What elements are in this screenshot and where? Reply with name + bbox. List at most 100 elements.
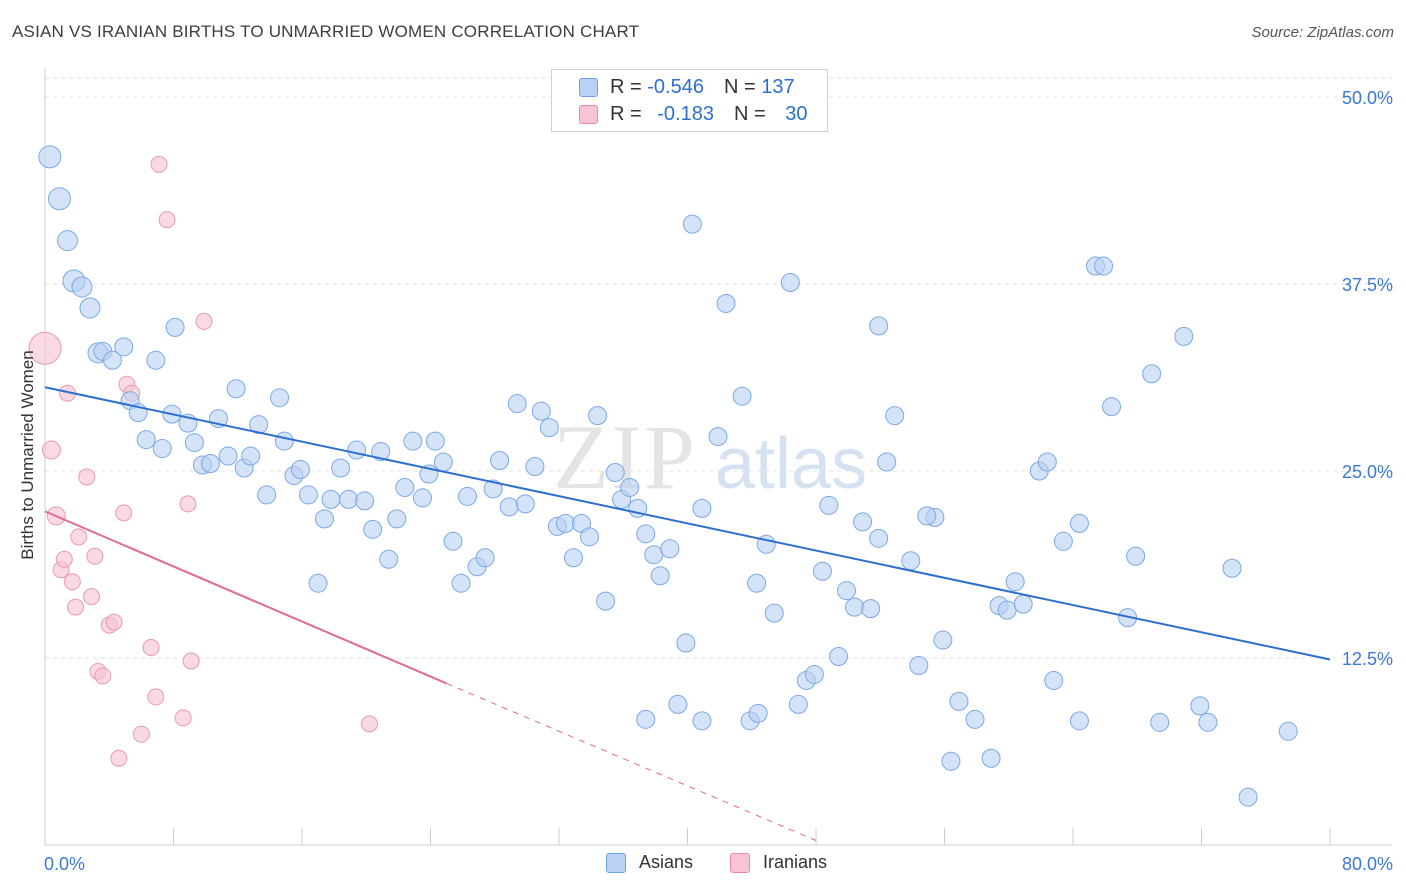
asians-point	[965, 709, 985, 729]
chart-title: ASIAN VS IRANIAN BIRTHS TO UNMARRIED WOM…	[12, 22, 640, 41]
legend-swatch-asians	[606, 852, 626, 873]
iranians-point	[147, 688, 165, 706]
tick-labels: 12.5% 25.0% 37.5% 50.0% 0.0% 80.0%	[44, 88, 1393, 874]
asians-point	[708, 427, 728, 447]
asians-point	[274, 431, 294, 451]
asians-point	[347, 440, 367, 460]
series-legend: Asians Iranians	[0, 852, 1406, 876]
asians-point	[114, 337, 134, 357]
asians-point	[241, 446, 261, 466]
asians-point	[909, 655, 929, 675]
asians-point	[483, 479, 503, 499]
asians-point	[901, 551, 921, 571]
asians-point	[853, 512, 873, 532]
legend-r-value: -0.546	[647, 75, 704, 98]
asians-point	[371, 442, 391, 462]
asians-point	[1198, 712, 1218, 732]
asians-point	[525, 457, 545, 477]
asians-point	[152, 439, 172, 459]
asians-point	[885, 406, 905, 426]
iranians-point	[110, 749, 128, 767]
asians-point	[395, 477, 415, 497]
asians-point	[387, 509, 407, 529]
asians-point	[650, 566, 670, 586]
iranians-point	[174, 709, 192, 727]
asians-point	[379, 549, 399, 569]
trend-lines	[44, 386, 1331, 841]
correlation-legend: R = -0.546 N = 137 R = -0.183 N = 30	[551, 69, 828, 132]
iranians-point	[28, 331, 62, 365]
y-axis-label: Births to Unmarried Women	[18, 350, 37, 559]
asians-point	[1069, 711, 1089, 731]
legend-label-asians: Asians	[639, 852, 694, 872]
legend-item-iranians: Iranians	[730, 852, 827, 873]
asians-point	[764, 603, 784, 623]
iranians-point	[158, 211, 176, 229]
legend-n-label: N =	[733, 102, 772, 125]
asians-point	[298, 485, 318, 505]
asians-point	[941, 751, 961, 771]
asians-point	[457, 486, 477, 506]
iranians-point	[63, 573, 81, 591]
x-tick-label-max: 80.0%	[1342, 854, 1393, 874]
asians-point	[949, 691, 969, 711]
iranians-point	[83, 588, 101, 606]
asians-point	[403, 431, 423, 451]
y-tick-label: 37.5%	[1342, 275, 1393, 295]
asians-point	[200, 454, 220, 474]
asians-point	[184, 433, 204, 453]
asians-point	[1053, 531, 1073, 551]
y-tick-label: 50.0%	[1342, 88, 1393, 108]
asians-point	[812, 561, 832, 581]
asians-point	[475, 548, 495, 568]
asians-point	[636, 709, 656, 729]
asians-point	[226, 379, 246, 399]
asians-point	[1142, 364, 1162, 384]
asians-point	[1069, 513, 1089, 533]
asians-point	[861, 599, 881, 619]
asians-point	[997, 600, 1017, 620]
asians-point	[339, 489, 359, 509]
asians-point	[1037, 452, 1057, 472]
asians-point	[539, 418, 559, 438]
asians-point	[668, 694, 688, 714]
iranians-point	[55, 550, 73, 568]
iranians-point	[105, 613, 123, 631]
legend-row-asians: R = -0.546 N = 137	[552, 74, 795, 100]
asians-point	[605, 462, 625, 482]
asians-point	[981, 748, 1001, 768]
asians-point	[1126, 546, 1146, 566]
asians-point	[136, 430, 156, 450]
asians-point	[588, 406, 608, 426]
iranians-points	[28, 155, 378, 767]
legend-swatch-iranians	[730, 852, 750, 873]
legend-swatch-iranians	[579, 104, 598, 124]
asians-point	[636, 524, 656, 544]
asians-point	[443, 531, 463, 551]
legend-r-value: -0.183	[657, 102, 714, 125]
asians-point	[56, 230, 78, 252]
asians-point	[563, 548, 583, 568]
asians-point	[869, 316, 889, 336]
legend-label-iranians: Iranians	[763, 852, 828, 872]
asians-point	[249, 415, 269, 435]
asians-point	[819, 495, 839, 515]
asians-point	[165, 317, 185, 337]
iranians-point	[360, 715, 378, 733]
legend-swatch-asians	[579, 77, 598, 97]
asians-point	[38, 145, 62, 169]
iranians-point	[150, 155, 168, 173]
asians-point	[412, 488, 432, 508]
asians-point	[321, 489, 341, 509]
asians-point	[933, 630, 953, 650]
asians-point	[732, 386, 752, 406]
legend-n-value: 30	[785, 102, 808, 125]
iranians-point	[132, 725, 150, 743]
asians-point	[676, 633, 696, 653]
iranians-point	[86, 547, 104, 565]
watermark-atlas: atlas	[715, 424, 867, 504]
asians-point	[308, 573, 328, 593]
asians-point	[218, 446, 238, 466]
y-tick-label: 12.5%	[1342, 649, 1393, 669]
asians-point	[1005, 572, 1025, 592]
